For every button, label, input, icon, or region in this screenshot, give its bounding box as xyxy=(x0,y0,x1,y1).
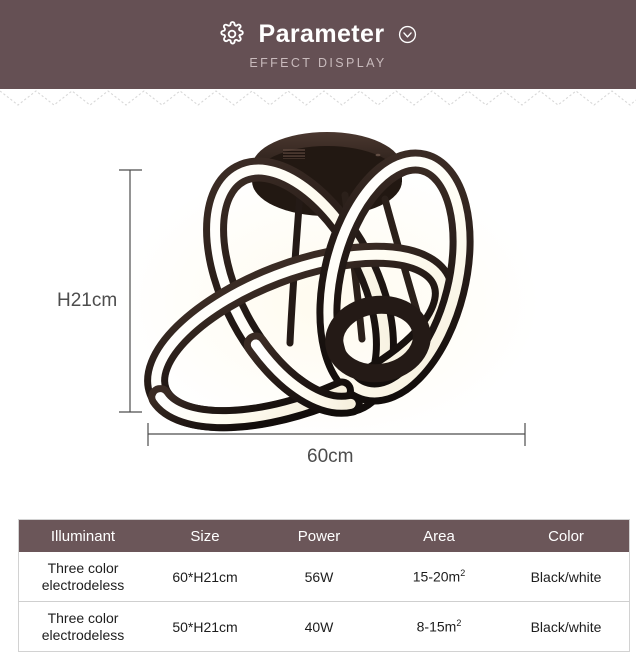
banner-subtitle: EFFECT DISPLAY xyxy=(249,56,387,70)
page-title: Parameter xyxy=(258,19,385,48)
height-dimension-label: H21cm xyxy=(57,290,118,311)
cell-illuminant: Three color electrodeless xyxy=(18,552,147,602)
column-header-color: Color xyxy=(503,519,630,552)
cell-power: 40W xyxy=(263,601,375,652)
column-header-size: Size xyxy=(147,519,263,552)
banner-title-row: Parameter xyxy=(219,21,418,47)
cell-size: 50*H21cm xyxy=(147,601,263,652)
illuminant-line-1: Three color xyxy=(47,559,119,576)
table-header-row: Illuminant Size Power Area Color xyxy=(18,519,630,552)
width-dimension-label: 60cm xyxy=(307,446,354,467)
zigzag-divider xyxy=(0,90,636,106)
cell-area: 15-20m2 xyxy=(375,552,503,602)
area-value: 8-15m xyxy=(416,618,457,635)
cell-illuminant: Three color electrodeless xyxy=(18,601,147,652)
area-superscript: 2 xyxy=(460,568,466,579)
cell-area: 8-15m2 xyxy=(375,601,503,652)
led-ceiling-lamp-image xyxy=(120,132,540,442)
banner-content: Parameter EFFECT DISPLAY xyxy=(0,0,636,89)
illuminant-line-2: electrodeless xyxy=(41,626,125,643)
specification-table: Illuminant Size Power Area Color Three c… xyxy=(18,519,630,652)
table-row: Three color electrodeless 60*H21cm 56W 1… xyxy=(18,552,630,602)
cell-color: Black/white xyxy=(503,552,630,602)
column-header-area: Area xyxy=(375,519,503,552)
cell-color: Black/white xyxy=(503,601,630,652)
table-row: Three color electrodeless 50*H21cm 40W 8… xyxy=(18,601,630,652)
illuminant-line-1: Three color xyxy=(47,609,119,626)
product-diagram: H21cm 60cm xyxy=(0,107,636,507)
cell-power: 56W xyxy=(263,552,375,602)
column-header-power: Power xyxy=(263,519,375,552)
area-value: 15-20m xyxy=(412,568,461,585)
column-header-illuminant: Illuminant xyxy=(18,519,147,552)
illuminant-line-2: electrodeless xyxy=(41,576,125,593)
area-superscript: 2 xyxy=(456,618,462,629)
parameter-banner: Parameter EFFECT DISPLAY xyxy=(0,0,636,89)
cell-size: 60*H21cm xyxy=(147,552,263,602)
chevron-down-circle-icon[interactable] xyxy=(398,25,417,44)
dimension-lines xyxy=(119,169,526,446)
gear-icon xyxy=(219,21,245,47)
